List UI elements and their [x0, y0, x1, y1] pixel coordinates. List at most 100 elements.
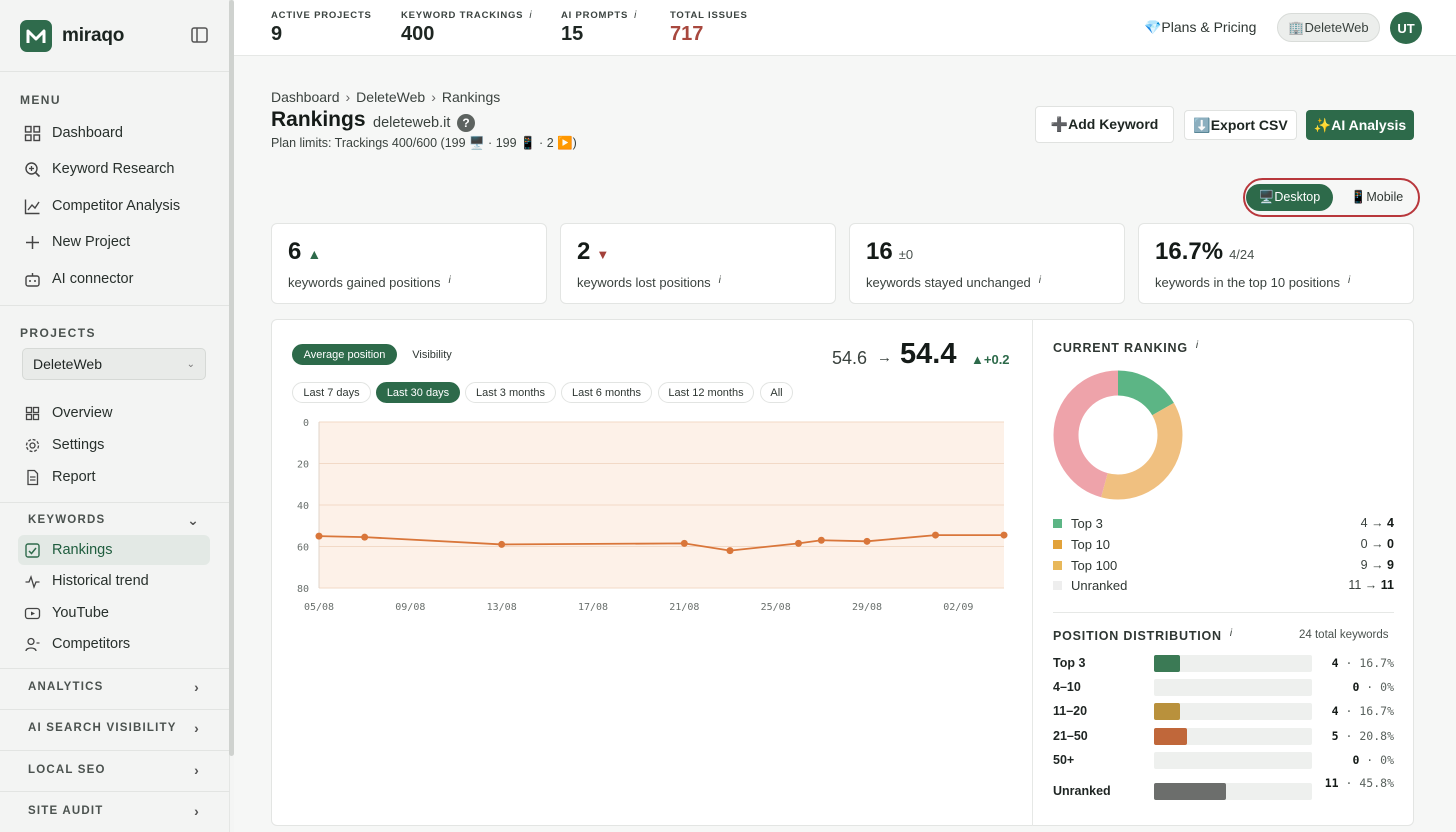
plans-pricing-link[interactable]: 💎Plans & Pricing: [1144, 19, 1257, 35]
position-current: 54.4: [900, 338, 957, 370]
legend-to: 0: [1387, 537, 1394, 551]
average-position-chart[interactable]: 0 20 40 60 80 05/08 09/08 13/08 17/08 21/08 25/08 2…: [271, 405, 1011, 617]
info-icon[interactable]: i: [1348, 275, 1351, 286]
grid-icon: [25, 406, 40, 420]
x-tick-label: 05/08: [304, 602, 334, 613]
legend-to: 11: [1380, 578, 1394, 592]
nav-new-project[interactable]: New Project: [18, 227, 210, 257]
info-icon[interactable]: i: [529, 10, 533, 21]
kpi-top10: 16.7% 4/24 keywords in the top 10 positio…: [1138, 223, 1414, 304]
avatar[interactable]: UT: [1390, 12, 1422, 44]
ai-analysis-button[interactable]: ✨AI Analysis: [1306, 110, 1414, 140]
breadcrumb-separator: ›: [431, 89, 436, 105]
data-point: [795, 539, 802, 547]
nav-overview[interactable]: Overview: [18, 398, 210, 428]
breadcrumb-dashboard[interactable]: Dashboard: [271, 89, 340, 105]
data-point: [817, 536, 825, 544]
info-icon[interactable]: i: [1038, 275, 1042, 286]
nav-youtube[interactable]: YouTube: [18, 598, 210, 628]
distribution-bar-track: [1154, 703, 1312, 720]
group-ai-search-visibility[interactable]: AI SEARCH VISIBILITY ›: [18, 713, 210, 743]
pulse-icon: [25, 574, 40, 589]
info-icon[interactable]: i: [718, 275, 721, 286]
legend-from: 9: [1360, 558, 1368, 572]
chevron-right-icon: ›: [194, 679, 200, 695]
range-12-months[interactable]: Last 12 months: [658, 382, 754, 403]
kpi-label: keywords lost positions: [577, 275, 711, 290]
stat-active-projects: ACTIVE PROJECTS 9: [271, 10, 372, 46]
legend-swatch: [1053, 539, 1062, 549]
section-divider: [1053, 612, 1394, 613]
kpi-value: 16.7%: [1155, 238, 1224, 265]
x-tick-label: 02/09: [943, 602, 973, 613]
info-icon[interactable]: i: [448, 275, 451, 286]
legend-top10: Top 10 0 → 0: [1053, 535, 1394, 553]
legend-from: 11: [1348, 578, 1362, 592]
group-analytics[interactable]: ANALYTICS ›: [18, 672, 210, 702]
info-icon[interactable]: i: [1195, 340, 1199, 351]
desktop-toggle[interactable]: 🖥️Desktop: [1246, 184, 1333, 211]
help-icon[interactable]: ?: [457, 114, 475, 132]
nav-historical-trend[interactable]: Historical trend: [18, 566, 210, 596]
stat-label: TOTAL ISSUES: [670, 10, 748, 21]
position-delta: ▲+0.2: [971, 352, 1010, 367]
data-point: [498, 540, 506, 548]
project-select[interactable]: DeleteWeb ⌄: [22, 348, 206, 380]
nav-rankings[interactable]: Rankings: [18, 535, 210, 565]
breadcrumb-project[interactable]: DeleteWeb: [356, 89, 426, 105]
nav-dashboard[interactable]: Dashboard: [18, 118, 210, 148]
nav-settings[interactable]: Settings: [18, 430, 210, 460]
keywords-group-toggle[interactable]: KEYWORDS ⌄: [18, 505, 210, 535]
nav-keyword-research[interactable]: Keyword Research: [18, 154, 210, 184]
brand[interactable]: miraqo: [20, 20, 124, 52]
donut-slice: [1053, 370, 1183, 500]
group-site-audit[interactable]: SITE AUDIT ›: [18, 796, 210, 826]
down-arrow-icon: ▼: [596, 247, 610, 262]
breadcrumb: Dashboard › DeleteWeb › Rankings: [271, 89, 500, 105]
legend-label: Top 10: [1071, 536, 1111, 552]
nav-competitors[interactable]: Competitors: [18, 629, 210, 659]
x-tick-label: 09/08: [395, 602, 425, 613]
nav-report[interactable]: Report: [18, 462, 210, 492]
nav-competitor-analysis[interactable]: Competitor Analysis: [18, 191, 210, 221]
distribution-label: 50+: [1053, 753, 1075, 767]
legend-swatch: [1053, 518, 1062, 528]
current-ranking-donut[interactable]: [1051, 368, 1185, 502]
data-point: [680, 539, 688, 547]
distribution-bar-track: [1154, 655, 1312, 672]
range-3-months[interactable]: Last 3 months: [465, 382, 556, 403]
stat-value: 9: [271, 23, 283, 45]
legend-label: Top 100: [1071, 557, 1118, 573]
metric-visibility[interactable]: Visibility: [402, 344, 462, 365]
sidebar-divider: [0, 668, 230, 669]
workspace-switcher[interactable]: 🏢DeleteWeb: [1277, 13, 1380, 42]
legend-from: 0: [1360, 537, 1368, 551]
add-keyword-button[interactable]: ➕Add Keyword: [1035, 106, 1174, 143]
sidebar-scrollbar[interactable]: [229, 0, 234, 756]
group-label: SITE AUDIT: [28, 805, 104, 817]
mobile-toggle[interactable]: 📱Mobile: [1350, 190, 1404, 204]
kpi-lost: 2 ▼ keywords lost positions i: [560, 223, 836, 304]
distribution-value: 5 · 20.8%: [1331, 729, 1394, 743]
group-local-seo[interactable]: LOCAL SEO ›: [18, 755, 210, 785]
y-tick-label: 20: [297, 460, 309, 471]
metric-average-position[interactable]: Average position: [292, 344, 397, 365]
up-arrow-icon: ▲: [307, 246, 322, 262]
info-icon[interactable]: i: [634, 10, 638, 21]
arrow-right-icon: →: [1371, 537, 1384, 551]
info-icon[interactable]: i: [1229, 628, 1233, 639]
nav-ai-connector[interactable]: AI connector: [18, 264, 210, 294]
sidebar-collapse-icon[interactable]: [190, 26, 210, 44]
range-all[interactable]: All: [760, 382, 793, 403]
nav-label: Competitors: [52, 636, 131, 652]
range-30-days[interactable]: Last 30 days: [376, 382, 460, 403]
nav-label: Competitor Analysis: [52, 198, 181, 214]
legend-swatch: [1053, 580, 1062, 590]
range-7-days[interactable]: Last 7 days: [292, 382, 371, 403]
export-csv-button[interactable]: ⬇️Export CSV: [1184, 110, 1297, 140]
range-6-months[interactable]: Last 6 months: [561, 382, 652, 403]
distribution-label: 11–20: [1053, 704, 1088, 718]
stat-total-issues[interactable]: TOTAL ISSUES 717: [670, 10, 748, 46]
users-icon: [25, 637, 40, 651]
distribution-label: Unranked: [1053, 784, 1111, 798]
